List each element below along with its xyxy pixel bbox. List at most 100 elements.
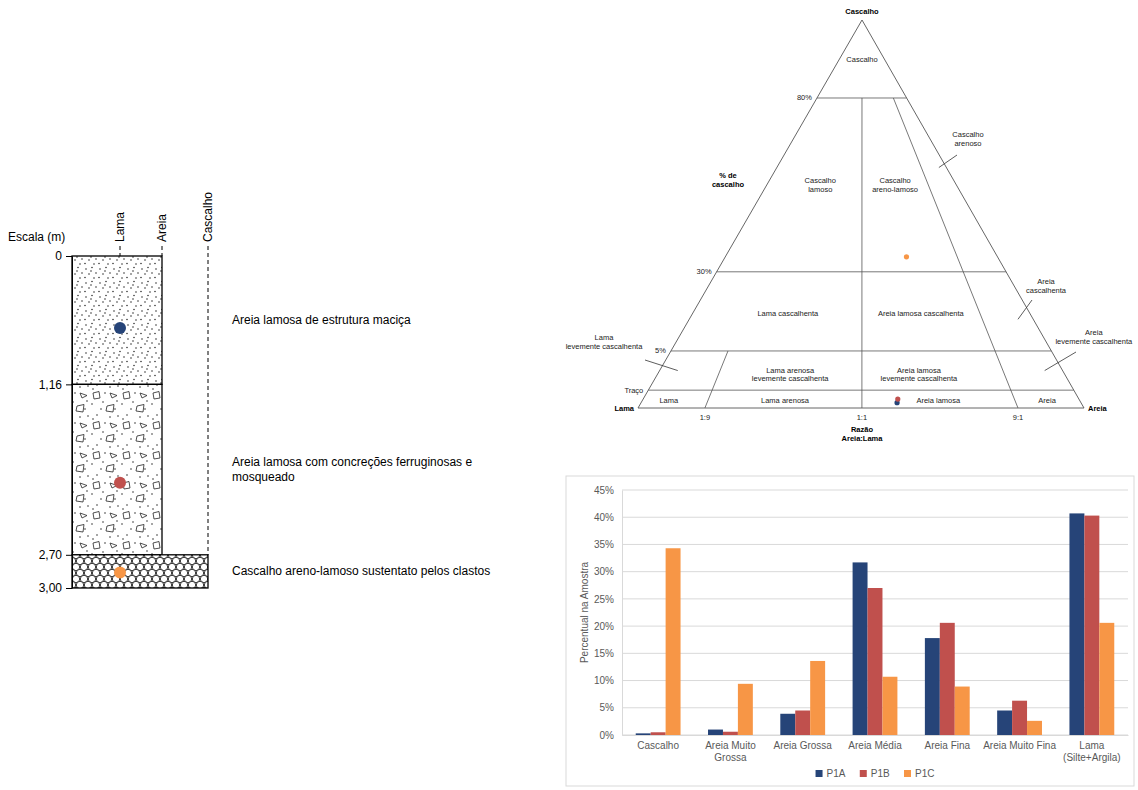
ratio-axis-title: RazãoAreia:Lama [842, 425, 884, 443]
depth-axis: 0 1,16 2,70 3,00 [39, 249, 73, 595]
gravel-axis-title: % decascalho [712, 171, 745, 189]
legend-label: P1C [915, 768, 934, 779]
x-tick-label-line: Cascalho [637, 740, 679, 751]
grid-line [622, 544, 1128, 545]
region-label: Lama arenosalevemente cascalhenta [752, 366, 830, 384]
depth-tick-mark [66, 384, 72, 385]
depth-tick-label: 2,70 [39, 548, 63, 562]
depth-tick: 3,00 [39, 581, 72, 595]
x-tick-label: Areia Muito Fina [983, 740, 1056, 751]
ratio-line [861, 98, 862, 408]
y-tick-label: 5% [600, 702, 615, 713]
bars [636, 513, 1115, 735]
bar [795, 711, 810, 736]
x-tick-label-line: (Silte+Argila) [1063, 752, 1121, 763]
region-label: Cascalho [846, 55, 877, 64]
gravel-level-label: Traço [624, 386, 643, 395]
x-tick-label: Areia MuitoGrossa [705, 740, 756, 763]
sample-point [114, 567, 126, 579]
layer-description-line: Cascalho areno-lamoso sustentato pelos c… [232, 564, 490, 578]
x-tick-label: Lama(Silte+Argila) [1063, 740, 1121, 763]
x-tick-label: Areia Grossa [774, 740, 833, 751]
gravel-level-label: 30% [697, 267, 712, 276]
gravel-level-label: 80% [797, 93, 812, 102]
x-tick-label: Areia Média [848, 740, 902, 751]
depth-tick-mark [66, 588, 72, 589]
bar [925, 638, 940, 735]
region-label-line: arenoso [954, 139, 981, 148]
layer-description: Areia lamosa de estrutura maciça [232, 313, 411, 327]
y-tick-label: 10% [594, 675, 614, 686]
ratio-line [893, 98, 1018, 408]
region-label-line: Areia lamosa cascalhenta [878, 309, 965, 318]
ratio-axis-title-line: Razão [851, 425, 874, 434]
grain-class-label: Areia [155, 214, 169, 242]
depth-tick: 1,16 [39, 378, 72, 392]
bar [853, 562, 868, 735]
gravel-level-label: 5% [655, 346, 666, 355]
legend-swatch [904, 770, 911, 777]
y-tick: 45% [594, 485, 622, 496]
ternary-frame [638, 20, 1084, 408]
y-tick-label: 25% [594, 594, 614, 605]
bar [997, 711, 1012, 736]
region-label-line: levemente cascalhenta [1055, 337, 1133, 346]
bar [708, 730, 723, 735]
apex-label: Cascalho [845, 7, 879, 16]
gravel-axis-title-line: cascalho [712, 180, 745, 189]
y-tick: 5% [600, 702, 622, 713]
bar [955, 687, 970, 735]
x-tick-label-line: Areia Muito Fina [983, 740, 1056, 751]
y-tick: 35% [594, 539, 622, 550]
ratio-line [705, 351, 728, 408]
y-tick: 25% [594, 594, 622, 605]
bar [1084, 516, 1099, 735]
layer-description-line: Areia lamosa com concreções ferruginosas… [232, 455, 472, 469]
region-label: Cascalhoarenoso [952, 130, 983, 148]
grid-line [622, 517, 1128, 518]
region-label: Areia [1038, 396, 1056, 405]
depth-tick-label: 0 [55, 249, 62, 263]
ratio-label: 1:9 [700, 413, 710, 422]
layer-description: Cascalho areno-lamoso sustentato pelos c… [232, 564, 490, 578]
x-tick-label: Areia Fina [924, 740, 970, 751]
ternary-point [904, 254, 909, 259]
figure: Escala (m) Lama Areia Cascalho Areia lamosa … [0, 0, 1138, 790]
ratio-label: 9:1 [1013, 413, 1023, 422]
region-label: Lama [659, 396, 679, 405]
grain-guide [162, 246, 163, 256]
left-corner-label: Lama [614, 404, 634, 413]
region-label-line: Lama [659, 396, 679, 405]
bar [940, 623, 955, 735]
bar [738, 684, 753, 735]
leader-line [645, 360, 678, 371]
legend-swatch [816, 770, 823, 777]
ternary-lines [638, 20, 1084, 408]
region-label-line: levemente cascalhenta [752, 374, 830, 383]
legend-item: P1C [904, 768, 934, 779]
x-tick: Areia Muito Fina [983, 735, 1056, 751]
x-axis-line [623, 735, 1129, 736]
region-label: Lama cascalhenta [757, 309, 819, 318]
bar [636, 733, 651, 735]
y-tick: 15% [594, 648, 622, 659]
legend-item: P1A [816, 768, 846, 779]
layer-description-line: mosqueado [232, 470, 295, 484]
chart-frame [566, 476, 1134, 786]
y-tick-label: 45% [594, 485, 614, 496]
ratio-label: 1:1 [857, 413, 867, 422]
x-tick-label-line: Areia Muito [705, 740, 756, 751]
depth-tick-mark [66, 256, 72, 257]
bar [1069, 513, 1084, 735]
layer [72, 256, 162, 384]
region-label-line: levemente cascalhenta [566, 342, 644, 351]
ternary-point [895, 396, 900, 401]
grain-class-label: Lama [113, 212, 127, 242]
legend-swatch [860, 770, 867, 777]
legend: P1A P1B P1C [816, 768, 935, 779]
scale-title: Escala (m) [8, 230, 65, 244]
region-label-line: Areia lamosa [916, 396, 961, 405]
legend-label: P1B [871, 768, 890, 779]
x-tick: Cascalho [637, 735, 679, 751]
depth-tick-label: 1,16 [39, 378, 63, 392]
